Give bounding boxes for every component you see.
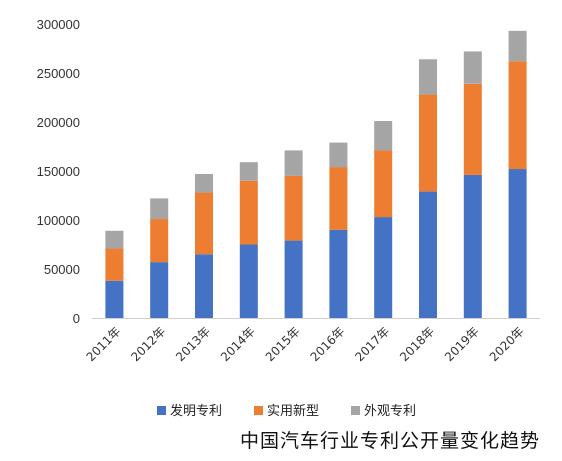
bar-segment-2-2013年 (195, 192, 213, 255)
bar-segment-1-2020年 (508, 169, 527, 318)
bars (105, 30, 527, 318)
bar-segment-2-2019年 (463, 83, 482, 175)
x-tick-label: 2017年 (352, 324, 392, 364)
y-tick-label: 300000 (37, 17, 80, 32)
x-tick-label: 2018年 (397, 324, 437, 364)
bar-segment-1-2013年 (195, 254, 213, 318)
bar-segment-3-2013年 (195, 173, 213, 193)
bar-segment-3-2012年 (150, 198, 169, 220)
bar-segment-1-2016年 (329, 229, 348, 318)
bar-segment-2-2011年 (105, 248, 124, 281)
bar-segment-3-2014年 (239, 162, 258, 181)
y-tick-label: 200000 (37, 115, 80, 130)
bar-segment-2-2012年 (150, 219, 169, 263)
x-tick-label: 2012年 (128, 324, 168, 364)
bar-segment-1-2011年 (105, 280, 124, 318)
bar-segment-3-2020年 (508, 30, 527, 62)
x-tick-label: 2015年 (263, 324, 303, 364)
legend: 发明专利 实用新型 外观专利 (157, 403, 416, 419)
x-tick-label: 2014年 (218, 324, 258, 364)
x-tick-label: 2016年 (308, 324, 348, 364)
bar-segment-2-2020年 (508, 61, 527, 170)
legend-swatch (254, 406, 263, 415)
bar-segment-3-2011年 (105, 230, 124, 249)
x-tick-label: 2011年 (84, 324, 124, 364)
y-tick-label: 0 (73, 311, 80, 326)
y-tick-label: 50000 (44, 262, 80, 277)
bar-segment-3-2016年 (329, 142, 348, 168)
bar-segment-1-2017年 (374, 217, 393, 318)
legend-label: 外观专利 (364, 404, 416, 419)
legend-swatch (157, 406, 166, 415)
bar-segment-2-2014年 (239, 180, 258, 245)
bar-segment-1-2019年 (463, 174, 482, 318)
bar-segment-1-2015年 (284, 240, 303, 318)
y-axis-ticks: 0 50000 100000 150000 200000 250000 300000 (37, 17, 80, 326)
x-tick-label: 2020年 (487, 324, 527, 364)
bar-segment-1-2012年 (150, 262, 169, 318)
x-axis-categories: 2011年 2012年 2013年 2014年 2015年 2016年 2017年 2018年… (84, 324, 527, 364)
bar-segment-1-2018年 (419, 191, 437, 318)
y-tick-label: 250000 (37, 66, 80, 81)
bar-segment-3-2015年 (284, 150, 303, 176)
x-tick-label: 2013年 (173, 324, 213, 364)
y-tick-label: 100000 (37, 213, 80, 228)
bar-segment-2-2015年 (284, 175, 303, 241)
bar-segment-1-2014年 (239, 244, 258, 318)
bar-segment-3-2019年 (463, 51, 482, 84)
legend-swatch (351, 406, 360, 415)
x-tick-label: 2019年 (442, 324, 482, 364)
legend-label: 实用新型 (267, 403, 319, 419)
bar-segment-2-2017年 (374, 150, 393, 218)
chart-caption: 中国汽车行业专利公开量变化趋势 (239, 430, 540, 452)
y-tick-label: 150000 (37, 164, 80, 179)
bar-segment-2-2018年 (419, 94, 437, 192)
bar-segment-3-2017年 (374, 121, 393, 151)
bar-segment-2-2016年 (329, 167, 348, 230)
bar-segment-3-2018年 (419, 59, 437, 95)
legend-label: 发明专利 (170, 403, 222, 419)
